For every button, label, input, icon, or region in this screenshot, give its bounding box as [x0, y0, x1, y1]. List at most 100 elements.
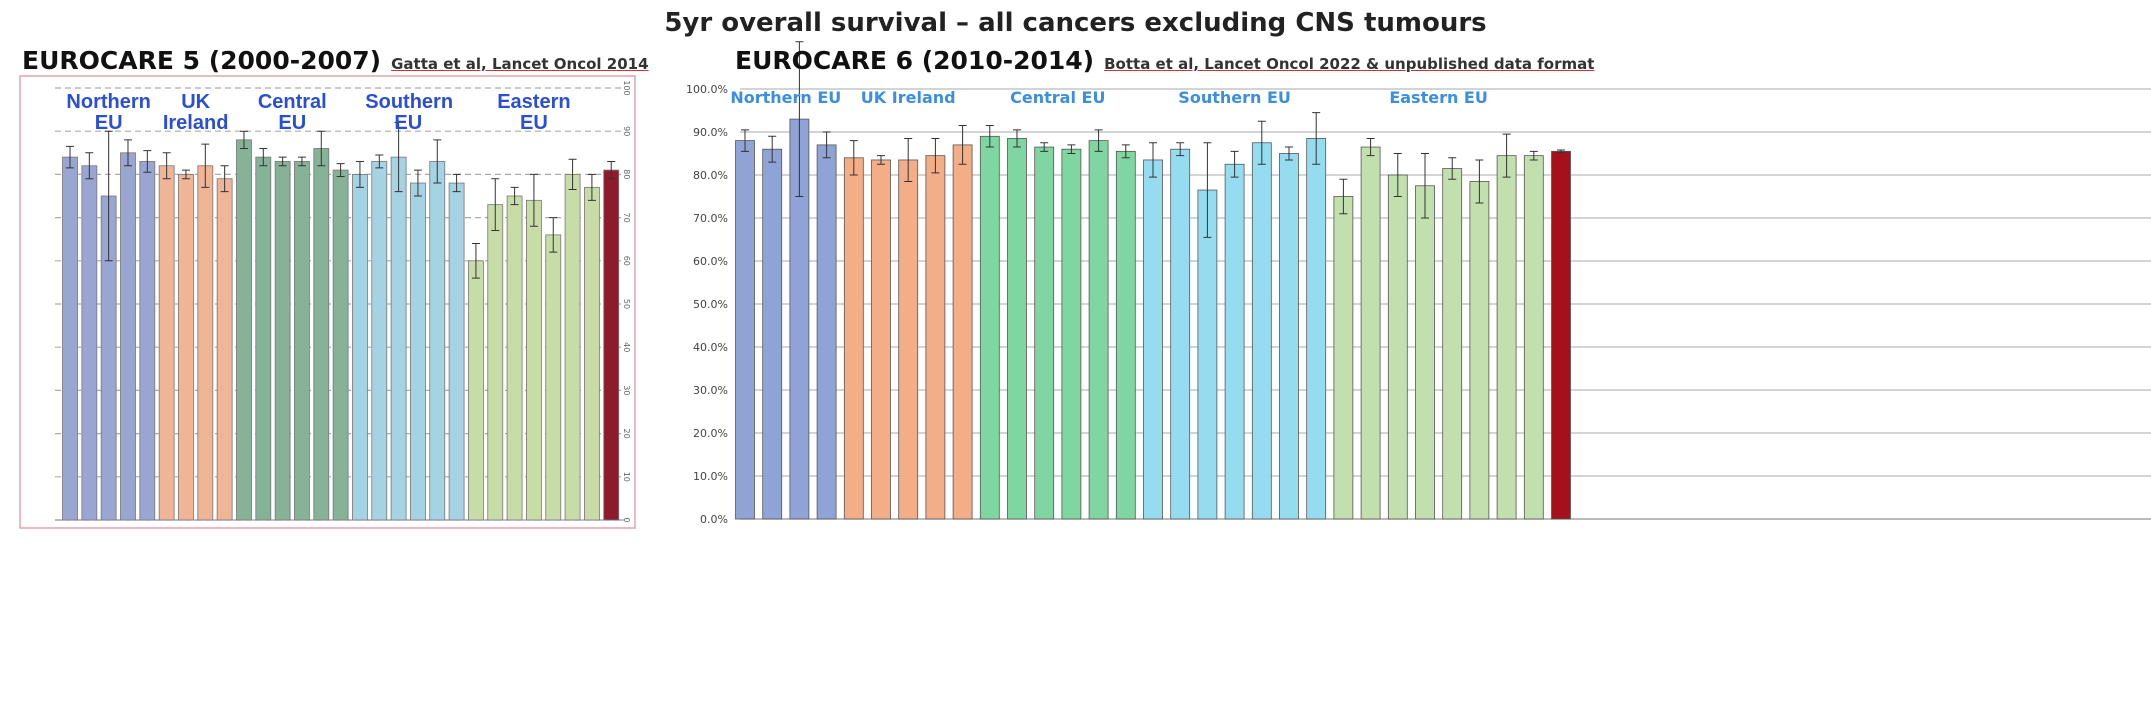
bar — [487, 204, 504, 521]
bar — [158, 165, 175, 521]
bar — [1007, 138, 1027, 520]
y-tick-label: 100.0% — [686, 83, 728, 96]
error-bar — [1339, 178, 1348, 215]
error-bar — [985, 125, 994, 148]
error-bar — [931, 137, 940, 174]
error-bar — [1257, 120, 1266, 165]
error-bar — [822, 131, 831, 159]
error-bar — [1502, 133, 1511, 178]
error-bar — [529, 173, 538, 227]
error-bar — [123, 139, 132, 167]
error-bar — [1176, 142, 1185, 157]
y-tick-label: 20 — [622, 429, 631, 439]
bar — [564, 173, 581, 521]
error-bar — [85, 152, 94, 180]
error-bar — [1421, 153, 1429, 219]
bar — [979, 135, 1000, 520]
error-bar — [66, 145, 74, 169]
bar — [120, 152, 136, 521]
bar — [216, 178, 233, 521]
region-label: Central EU — [257, 91, 327, 134]
error-bar — [1529, 150, 1538, 161]
error-bar — [510, 186, 519, 206]
region-label: Southern EU — [365, 91, 454, 134]
y-tick-label: 70.0% — [693, 212, 728, 225]
y-tick-label: 90.0% — [693, 126, 728, 139]
y-tick-label: 50.0% — [693, 298, 728, 311]
error-bar — [336, 163, 345, 178]
y-tick-label: 0 — [622, 517, 631, 522]
error-bar — [1094, 129, 1103, 152]
error-bar — [1067, 144, 1076, 154]
bar — [1170, 148, 1191, 520]
bar — [1496, 155, 1517, 520]
bar — [816, 144, 837, 520]
left-title: EUROCARE 5 (2000-2007) — [22, 46, 382, 75]
bar — [843, 157, 864, 520]
bar — [371, 161, 388, 521]
y-tick-label: 90 — [622, 126, 631, 136]
bar — [1115, 150, 1136, 520]
bar — [603, 169, 620, 521]
bar — [410, 182, 426, 521]
bar — [1088, 140, 1109, 520]
error-bar — [143, 150, 152, 173]
y-tick-label: 100 — [622, 80, 631, 95]
region-label: Eastern EU — [497, 91, 571, 134]
right-heading: EUROCARE 6 (2010-2014) Botta et al, Lance… — [735, 46, 1594, 75]
bar — [236, 139, 252, 521]
error-bar — [587, 173, 596, 201]
bar — [1061, 148, 1082, 520]
bar — [1551, 150, 1571, 520]
error-bar — [568, 158, 577, 191]
bar — [1387, 174, 1408, 520]
error-bar — [1230, 150, 1239, 178]
y-tick-label: 10.0% — [693, 470, 728, 483]
error-bar — [220, 165, 229, 193]
bar — [313, 148, 330, 521]
bar — [448, 182, 465, 521]
bar — [332, 169, 349, 521]
error-bar — [768, 135, 777, 163]
y-tick-label: 70 — [622, 213, 631, 223]
y-tick-label: 10 — [622, 472, 631, 482]
bar — [197, 165, 214, 521]
right-source: Botta et al, Lancet Oncol 2022 & unpubli… — [1104, 55, 1595, 73]
error-bar — [491, 178, 500, 232]
y-tick-label: 80.0% — [693, 169, 728, 182]
bar — [584, 186, 600, 521]
bar — [1469, 181, 1490, 520]
error-bar — [1557, 149, 1565, 154]
bar — [526, 199, 542, 521]
bar — [1523, 155, 1544, 520]
right-title: EUROCARE 6 (2010-2014) — [735, 46, 1095, 75]
bar — [871, 159, 891, 520]
error-bar — [1121, 144, 1130, 159]
bar — [898, 159, 919, 520]
error-bar — [375, 154, 384, 169]
bar — [1306, 138, 1327, 520]
bar — [255, 156, 272, 521]
error-bar — [1013, 129, 1021, 148]
region-label: UK Ireland — [860, 88, 956, 107]
bar — [1279, 153, 1299, 520]
y-tick-label: 40 — [622, 342, 631, 352]
error-bar — [1312, 112, 1321, 165]
y-tick-label: 80 — [622, 169, 631, 179]
bar — [62, 156, 78, 521]
region-label: Northern EU — [66, 91, 151, 134]
error-bar — [181, 169, 190, 180]
bar — [81, 165, 98, 521]
region-label: Northern EU — [730, 88, 842, 107]
error-bar — [958, 125, 967, 165]
error-bar — [1040, 142, 1049, 152]
error-bar — [1448, 157, 1457, 180]
y-tick-label: 30.0% — [693, 384, 728, 397]
error-bar — [104, 130, 113, 262]
y-tick-label: 20.0% — [693, 427, 728, 440]
bar — [506, 195, 523, 521]
region-label: Central EU — [1010, 88, 1106, 107]
error-bar — [877, 155, 885, 165]
bar — [429, 161, 446, 521]
